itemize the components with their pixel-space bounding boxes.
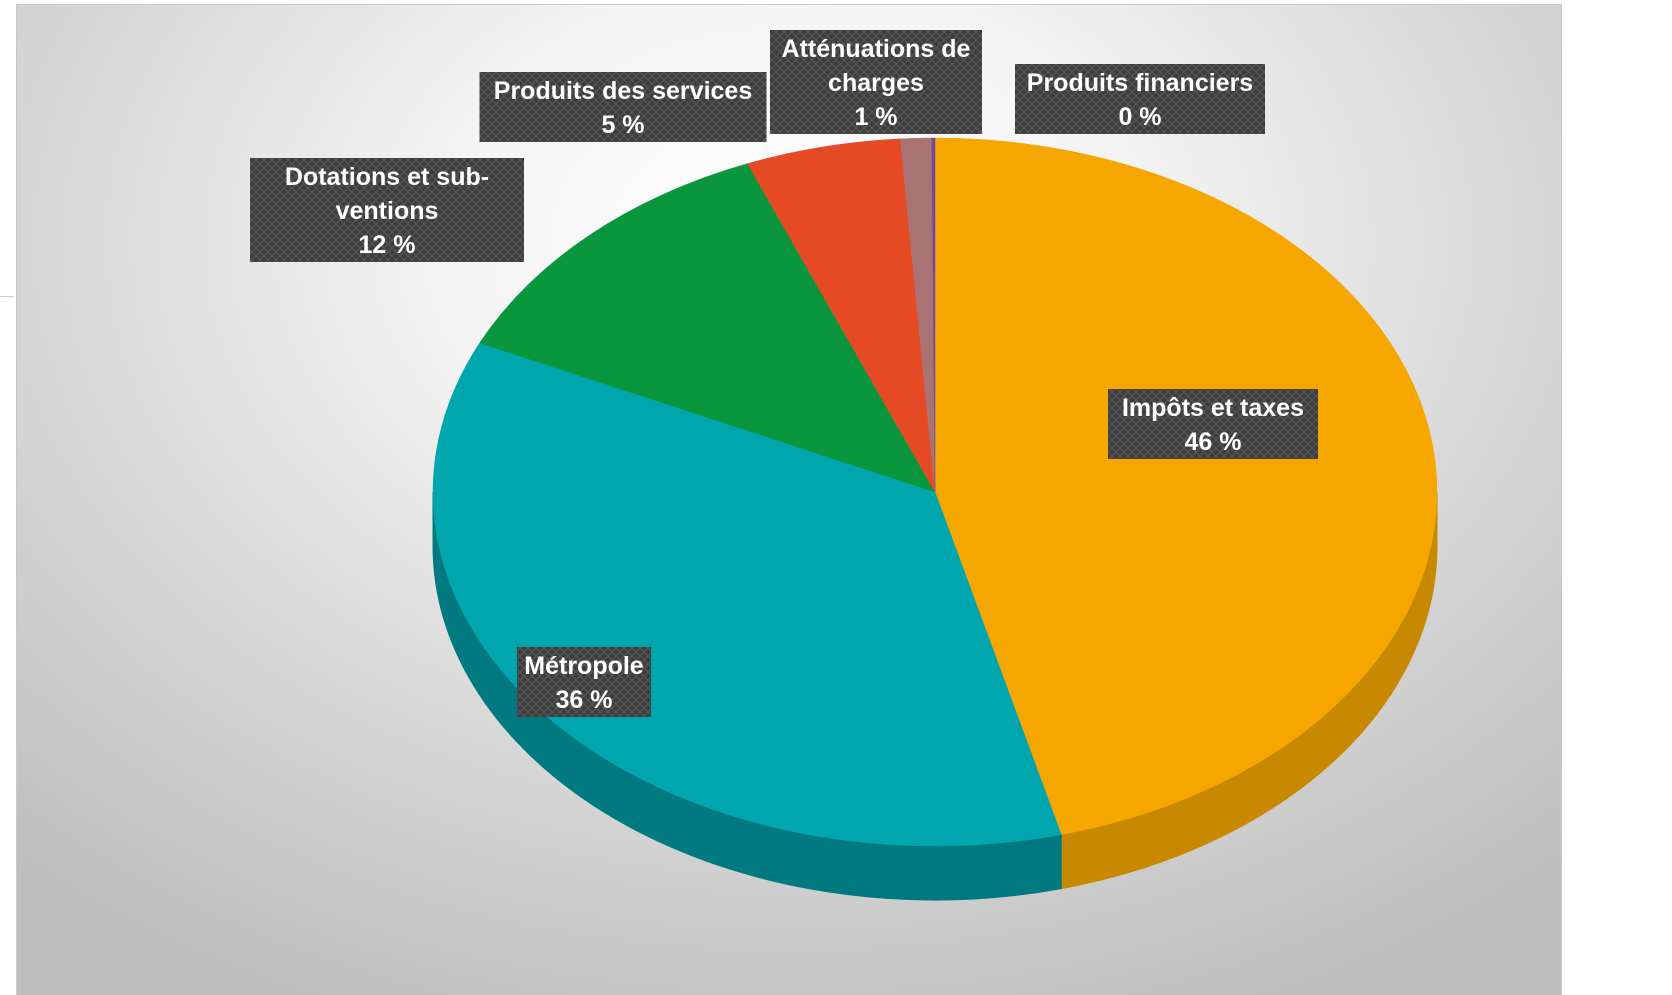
pie-slice-2 xyxy=(479,163,936,493)
data-label-box-1 xyxy=(517,647,651,717)
data-label-category-2: ventions xyxy=(336,197,439,225)
data-label-value-5: 0 % xyxy=(1118,103,1161,131)
pie-slice-5 xyxy=(931,137,936,493)
data-label-box-2 xyxy=(250,158,524,262)
data-label-category-5: Produits financiers xyxy=(1027,69,1253,97)
data-label-value-4: 1 % xyxy=(854,103,897,131)
divider xyxy=(0,296,14,297)
data-label-value-1: 36 % xyxy=(556,686,613,714)
data-label-category-4: charges xyxy=(828,69,924,97)
data-label-value-3: 5 % xyxy=(601,111,644,139)
data-label-category-2: Dotations et sub- xyxy=(285,163,489,191)
data-label-category-0: Impôts et taxes xyxy=(1122,394,1304,422)
pie-slice-1 xyxy=(432,342,1062,847)
data-label-category-4: Atténuations de xyxy=(782,35,971,63)
pie-slice-3 xyxy=(747,138,936,493)
data-label-category-1: Métropole xyxy=(524,652,644,680)
data-label-box-0 xyxy=(1108,389,1318,459)
data-label-box-3 xyxy=(479,72,767,142)
data-label-value-2: 12 % xyxy=(359,231,416,259)
data-label-value-0: 46 % xyxy=(1185,428,1242,456)
data-label-box-4 xyxy=(770,30,982,134)
data-label-box-5 xyxy=(1015,64,1265,134)
data-label-category-3: Produits des services xyxy=(494,77,752,105)
pie-slice-0 xyxy=(934,137,1438,835)
